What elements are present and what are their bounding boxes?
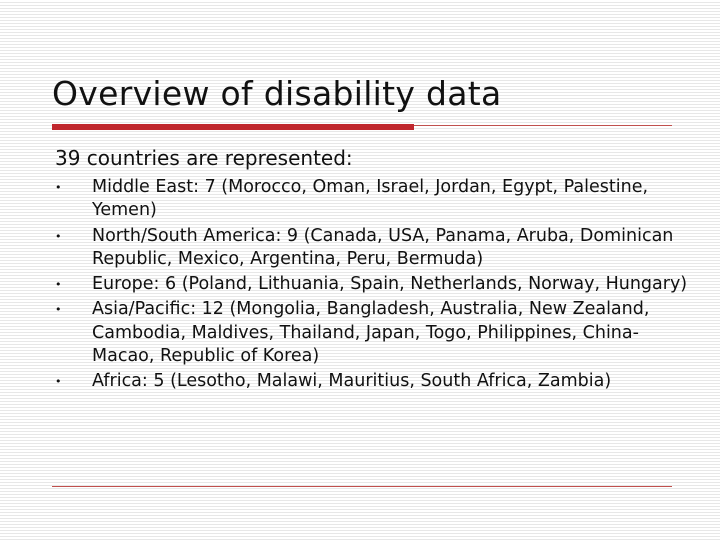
slide-subtitle: 39 countries are represented: — [55, 146, 353, 170]
list-item-text: Europe: 6 (Poland, Lithuania, Spain, Net… — [92, 274, 688, 295]
list-item-text: Middle East: 7 (Morocco, Oman, Israel, J… — [92, 177, 649, 221]
list-item-text: Africa: 5 (Lesotho, Malawi, Mauritius, S… — [92, 371, 612, 392]
bullet-icon: • — [55, 375, 62, 389]
bullet-icon: • — [55, 181, 62, 194]
list-item-text: Asia/Pacific: 12 (Mongolia, Bangladesh, … — [92, 299, 650, 367]
list-item-africa: • Africa: 5 (Lesotho, Malawi, Mauritius,… — [55, 370, 695, 393]
list-item-europe: • Europe: 6 (Poland, Lithuania, Spain, N… — [55, 273, 695, 296]
bullet-icon: • — [55, 278, 62, 292]
bottom-divider-line — [52, 486, 672, 487]
region-list: • Middle East: 7 (Morocco, Oman, Israel,… — [55, 176, 695, 396]
title-accent-bar — [52, 124, 414, 130]
list-item-americas: • North/South America: 9 (Canada, USA, P… — [55, 225, 695, 272]
list-item-asia-pacific: • Asia/Pacific: 12 (Mongolia, Bangladesh… — [55, 298, 695, 368]
bullet-icon: • — [55, 303, 62, 317]
slide-title: Overview of disability data — [52, 74, 502, 113]
list-item-text: North/South America: 9 (Canada, USA, Pan… — [92, 225, 674, 269]
list-item-middle-east: • Middle East: 7 (Morocco, Oman, Israel,… — [55, 176, 695, 223]
bullet-icon: • — [55, 229, 62, 243]
